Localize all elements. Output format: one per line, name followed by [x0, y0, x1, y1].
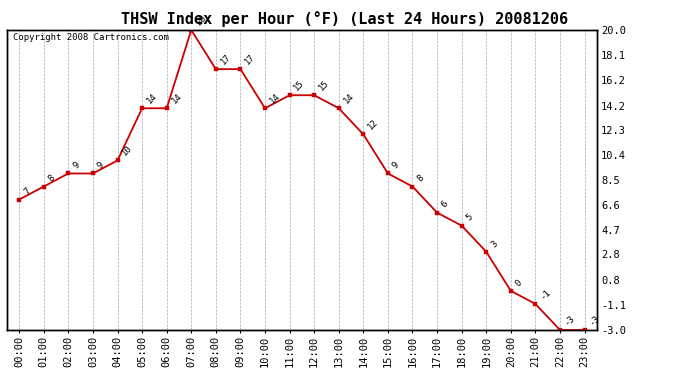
- Text: 14: 14: [170, 92, 184, 105]
- Text: THSW Index per Hour (°F) (Last 24 Hours) 20081206: THSW Index per Hour (°F) (Last 24 Hours)…: [121, 11, 569, 27]
- Text: -3: -3: [563, 313, 577, 327]
- Text: 12: 12: [366, 118, 380, 132]
- Text: Copyright 2008 Cartronics.com: Copyright 2008 Cartronics.com: [13, 33, 168, 42]
- Text: 7: 7: [22, 187, 32, 197]
- Text: 6: 6: [440, 200, 450, 210]
- Text: 0: 0: [513, 278, 524, 288]
- Text: 3: 3: [489, 239, 499, 249]
- Text: 14: 14: [342, 92, 355, 105]
- Text: 10: 10: [120, 144, 135, 158]
- Text: 15: 15: [317, 78, 331, 93]
- Text: 20: 20: [194, 13, 208, 27]
- Text: 9: 9: [391, 160, 401, 171]
- Text: 5: 5: [464, 213, 475, 223]
- Text: 17: 17: [219, 53, 233, 66]
- Text: 9: 9: [96, 160, 106, 171]
- Text: 17: 17: [243, 53, 257, 66]
- Text: 8: 8: [415, 174, 426, 184]
- Text: -3: -3: [587, 313, 601, 327]
- Text: 14: 14: [145, 92, 159, 105]
- Text: 8: 8: [46, 174, 57, 184]
- Text: 15: 15: [293, 78, 306, 93]
- Text: -1: -1: [538, 287, 552, 301]
- Text: 9: 9: [71, 160, 81, 171]
- Text: 14: 14: [268, 92, 282, 105]
